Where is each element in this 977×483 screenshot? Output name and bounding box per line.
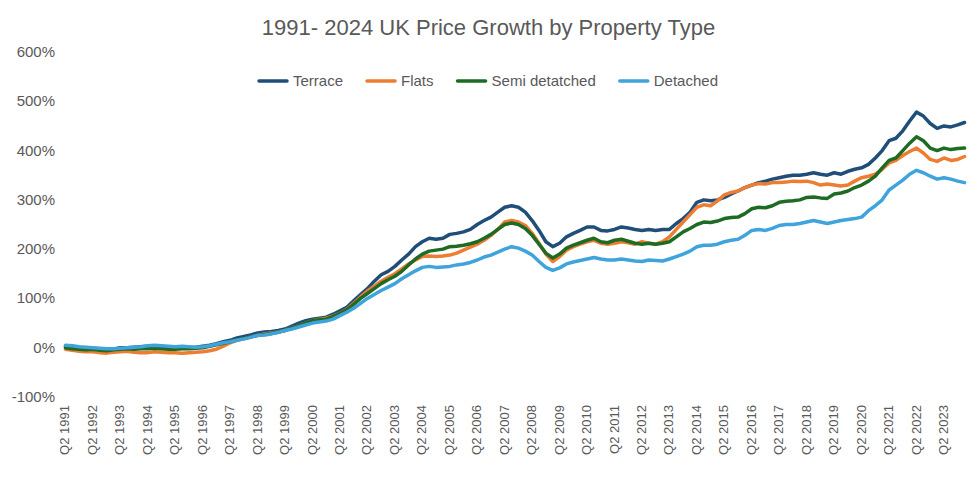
legend-key [620, 79, 648, 83]
x-tick-label: Q2 2002 [359, 405, 374, 455]
x-tick-label: Q2 2019 [826, 405, 841, 455]
chart: 1991- 2024 UK Price Growth by Property T… [0, 0, 977, 483]
legend-label: Semi detatched [492, 72, 596, 89]
x-tick-label: Q2 1996 [195, 405, 210, 455]
y-tick-label: 400% [17, 142, 55, 159]
x-tick-label: Q2 1999 [277, 405, 292, 455]
background [0, 0, 977, 483]
legend-key [458, 79, 486, 83]
title: 1991- 2024 UK Price Growth by Property T… [262, 15, 715, 40]
x-tick-label: Q2 2004 [414, 405, 429, 455]
x-tick-label: Q2 2013 [661, 405, 676, 455]
series-line [65, 112, 964, 350]
x-tick-label: Q2 2011 [607, 405, 622, 454]
x-tick-label: Q2 1995 [167, 405, 182, 455]
x-tick-label: Q2 2003 [387, 405, 402, 455]
y-tick-label: 600% [17, 43, 55, 60]
x-tick-label: Q2 2023 [936, 405, 951, 455]
legend-key [259, 79, 287, 83]
legend: Terrace Flats Semi detatched Detached [259, 72, 718, 89]
y-tick-label: 300% [17, 191, 55, 208]
x-tick-label: Q2 2009 [552, 405, 567, 455]
legend-label: Flats [401, 72, 434, 89]
x-tick-label: Q2 1994 [140, 405, 155, 455]
series-line [65, 137, 964, 351]
x-tick-label: Q2 2015 [716, 405, 731, 455]
legend-label: Terrace [293, 72, 343, 89]
x-tick-label: Q2 2018 [799, 405, 814, 455]
x-tick-label: Q2 2021 [881, 405, 896, 455]
x-tick-label: Q2 2010 [579, 405, 594, 455]
x-tick-label: Q2 2020 [854, 405, 869, 455]
plot-area [65, 112, 964, 353]
x-tick-label: Q2 1998 [250, 405, 265, 455]
x-tick-label: Q2 2022 [909, 405, 924, 455]
x-tick-label: Q2 2012 [634, 405, 649, 455]
x-tick-label: Q2 2006 [469, 405, 484, 455]
x-tick-label: Q2 2014 [689, 405, 704, 455]
x-tick-label: Q2 2007 [497, 405, 512, 455]
y-tick-label: 200% [17, 240, 55, 257]
x-tick-label: Q2 1992 [85, 405, 100, 455]
x-tick-label: Q2 2001 [332, 405, 347, 455]
x-tick-label: Q2 2008 [524, 405, 539, 455]
x-tick-label: Q2 1997 [222, 405, 237, 455]
x-tick-label: Q2 2005 [442, 405, 457, 455]
series-line [65, 148, 964, 353]
legend-key [367, 79, 395, 83]
y-tick-label: -100% [12, 388, 55, 405]
y-tick-label: 100% [17, 289, 55, 306]
x-tick-label: Q2 2017 [771, 405, 786, 455]
x-tick-label: Q2 1993 [112, 405, 127, 455]
series-line [65, 170, 964, 348]
legend-label: Detached [654, 72, 718, 89]
x-tick-label: Q2 2000 [305, 405, 320, 455]
x-tick-label: Q2 1991 [57, 405, 72, 455]
y-tick-label: 0% [33, 339, 55, 356]
y-tick-label: 500% [17, 92, 55, 109]
x-tick-label: Q2 2016 [744, 405, 759, 455]
